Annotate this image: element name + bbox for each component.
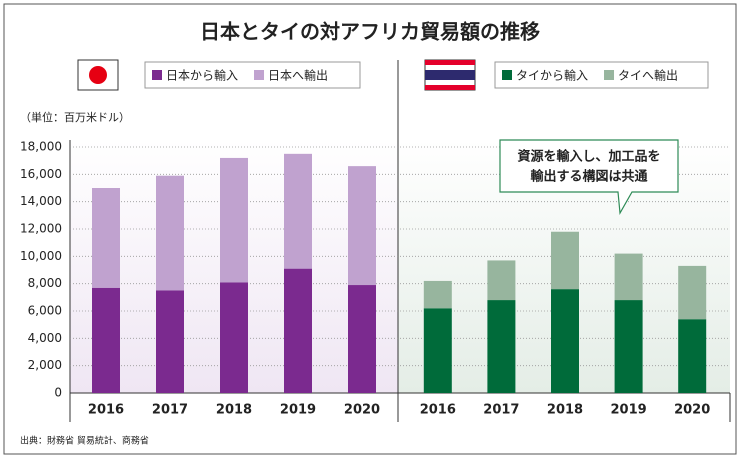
bar <box>423 308 452 393</box>
bar <box>551 289 579 393</box>
legend-label: 日本から輸入 <box>166 68 238 83</box>
x-tick-label: 2020 <box>344 403 380 418</box>
bar <box>551 231 579 290</box>
y-tick-label: 6,000 <box>28 304 62 318</box>
bar <box>92 188 120 288</box>
x-tick-label: 2019 <box>280 403 316 418</box>
annotation-text: 輸出する構図は共通 <box>530 169 647 185</box>
x-tick-label: 2019 <box>611 403 647 418</box>
y-axis-label: （単位：百万米ドル） <box>20 110 130 124</box>
legend-swatch <box>502 70 512 80</box>
y-tick-label: 18,000 <box>20 140 62 154</box>
plot: 0 2,000 4,000 6,000 8,000 10,000 12,000 14,000 1… <box>20 68 730 418</box>
y-tick-label: 12,000 <box>20 222 62 236</box>
japan-flag <box>77 59 119 91</box>
y-tick-label: 16,000 <box>20 167 62 181</box>
y-tick-label: 2,000 <box>28 358 62 372</box>
x-tick-label: 2017 <box>483 403 519 418</box>
thailand-flag <box>424 59 476 91</box>
bar <box>284 153 312 269</box>
legend-label: タイから輸入 <box>516 68 588 83</box>
bar <box>614 253 643 301</box>
legend-label: タイへ輸出 <box>618 68 678 83</box>
y-tick-label: 10,000 <box>20 249 62 263</box>
y-tick-label: 8,000 <box>28 276 62 290</box>
x-tick-label: 2016 <box>420 403 456 418</box>
bar <box>678 265 707 320</box>
x-tick-label: 2016 <box>88 403 124 418</box>
x-tick-label: 2018 <box>547 403 583 418</box>
legend-box <box>494 61 709 89</box>
bar <box>614 300 643 393</box>
bar <box>92 287 120 393</box>
legend-swatch <box>254 70 265 80</box>
chart-title: 日本とタイの対アフリカ貿易額の推移 <box>200 20 540 44</box>
legend-swatch <box>152 70 162 80</box>
annotation: 資源を輸入し、加工品を 輸出する構図は共通 <box>499 139 679 215</box>
bar <box>678 319 707 393</box>
bar <box>156 290 184 393</box>
x-tick-label: 2018 <box>216 403 252 418</box>
bar <box>348 166 376 286</box>
x-tick-label: 2020 <box>674 403 710 418</box>
y-tick-label: 0 <box>54 386 62 400</box>
x-tick-label: 2017 <box>152 403 188 418</box>
bar <box>220 282 248 393</box>
bar <box>487 260 516 301</box>
bar <box>487 300 516 393</box>
bar <box>220 157 248 283</box>
legend-label: 日本へ輸出 <box>268 68 328 83</box>
y-tick-label: 14,000 <box>20 194 62 208</box>
legend-box <box>144 61 361 89</box>
bar <box>348 285 376 393</box>
bar <box>423 280 452 309</box>
annotation-text: 資源を輸入し、加工品を <box>517 149 660 165</box>
bar <box>156 175 184 291</box>
bar <box>284 268 312 393</box>
y-tick-label: 4,000 <box>28 331 62 345</box>
source: 出典：財務省 貿易統計、商務省 <box>20 435 149 447</box>
legend-swatch <box>604 70 615 80</box>
